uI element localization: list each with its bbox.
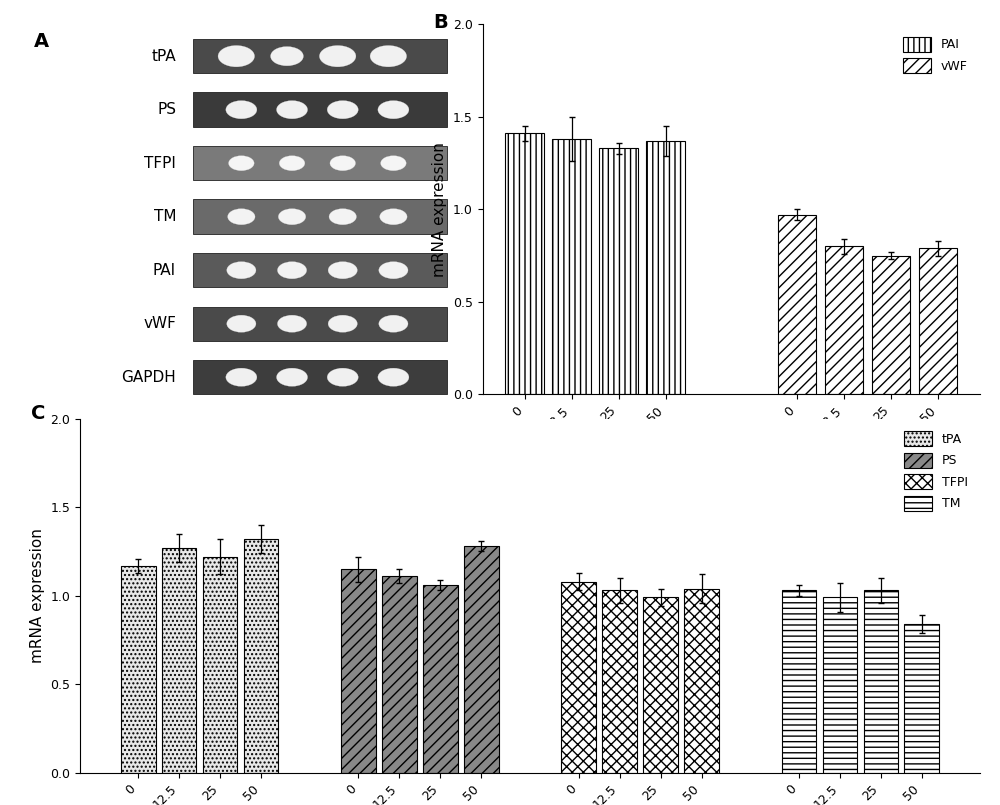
Ellipse shape — [279, 155, 305, 171]
Legend: PAI, vWF: PAI, vWF — [897, 31, 974, 80]
Ellipse shape — [380, 208, 407, 225]
Ellipse shape — [277, 101, 308, 119]
Ellipse shape — [218, 46, 255, 67]
Ellipse shape — [327, 101, 358, 119]
FancyBboxPatch shape — [193, 39, 447, 73]
FancyBboxPatch shape — [193, 307, 447, 341]
FancyBboxPatch shape — [193, 146, 447, 180]
Bar — [341, 569, 376, 773]
Ellipse shape — [319, 46, 356, 67]
Bar — [561, 581, 596, 773]
Bar — [872, 255, 910, 394]
Text: GAPDH: GAPDH — [121, 369, 176, 385]
Bar — [919, 248, 957, 394]
FancyBboxPatch shape — [193, 360, 447, 394]
Y-axis label: mRNA expression: mRNA expression — [432, 142, 447, 277]
Ellipse shape — [277, 368, 308, 386]
Bar — [203, 557, 237, 773]
Text: vWF: vWF — [143, 316, 176, 331]
Text: TM: TM — [154, 209, 176, 225]
FancyBboxPatch shape — [193, 253, 447, 287]
Legend: tPA, PS, TFPI, TM: tPA, PS, TFPI, TM — [898, 425, 974, 517]
Bar — [599, 148, 638, 394]
Ellipse shape — [328, 316, 357, 332]
Text: PS: PS — [157, 102, 176, 118]
Bar — [602, 590, 637, 773]
FancyBboxPatch shape — [193, 93, 447, 127]
Ellipse shape — [379, 316, 408, 332]
Ellipse shape — [381, 155, 406, 171]
Bar — [778, 215, 816, 394]
Text: PAI: PAI — [153, 262, 176, 278]
X-axis label: concentration of PHL (μg/ml): concentration of PHL (μg/ml) — [621, 439, 841, 453]
Ellipse shape — [271, 47, 303, 66]
Text: B: B — [433, 13, 448, 32]
Bar — [782, 590, 816, 773]
Bar — [505, 134, 544, 394]
Bar — [244, 539, 278, 773]
Ellipse shape — [277, 262, 307, 279]
Ellipse shape — [228, 208, 255, 225]
Text: tPA: tPA — [151, 48, 176, 64]
Bar — [382, 576, 417, 773]
Ellipse shape — [229, 155, 254, 171]
Bar — [464, 546, 499, 773]
Bar — [904, 624, 939, 773]
Ellipse shape — [329, 208, 356, 225]
Text: A: A — [34, 31, 49, 51]
Text: C: C — [30, 404, 45, 423]
Bar — [643, 597, 678, 773]
Ellipse shape — [327, 368, 358, 386]
Bar — [121, 566, 156, 773]
Bar — [864, 590, 898, 773]
Ellipse shape — [379, 262, 408, 279]
Ellipse shape — [328, 262, 357, 279]
Ellipse shape — [227, 262, 256, 279]
Ellipse shape — [277, 316, 307, 332]
FancyBboxPatch shape — [193, 200, 447, 234]
Ellipse shape — [226, 368, 257, 386]
Ellipse shape — [278, 208, 306, 225]
Text: TFPI: TFPI — [144, 155, 176, 171]
Ellipse shape — [370, 46, 407, 67]
Y-axis label: mRNA expression: mRNA expression — [30, 528, 45, 663]
Ellipse shape — [378, 368, 409, 386]
Bar — [823, 597, 857, 773]
Bar — [646, 141, 685, 394]
Bar — [552, 139, 591, 394]
Ellipse shape — [330, 155, 355, 171]
Bar — [825, 246, 863, 394]
Ellipse shape — [227, 316, 256, 332]
Bar — [684, 588, 719, 773]
Bar — [162, 548, 196, 773]
Ellipse shape — [226, 101, 257, 119]
Bar — [423, 585, 458, 773]
Ellipse shape — [378, 101, 409, 119]
